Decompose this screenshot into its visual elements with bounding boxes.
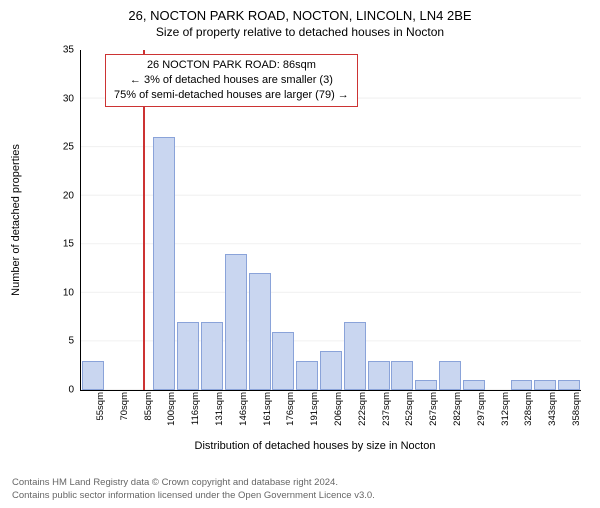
bar xyxy=(415,380,437,390)
y-tick: 35 xyxy=(50,45,74,56)
bar xyxy=(391,361,413,390)
annotation-line-3: 75% of semi-detached houses are larger (… xyxy=(114,88,349,103)
y-tick: 20 xyxy=(50,190,74,201)
bar xyxy=(463,380,485,390)
y-tick: 10 xyxy=(50,287,74,298)
x-tick: 55sqm xyxy=(95,392,106,421)
bar xyxy=(439,361,461,390)
bar xyxy=(225,254,247,390)
x-tick: 116sqm xyxy=(190,392,201,425)
x-tick: 222sqm xyxy=(357,392,368,426)
chart-title: 26, NOCTON PARK ROAD, NOCTON, LINCOLN, L… xyxy=(0,8,600,23)
bar xyxy=(82,361,104,390)
bar xyxy=(344,322,366,390)
chart-subtitle: Size of property relative to detached ho… xyxy=(0,25,600,39)
bar xyxy=(201,322,223,390)
x-tick: 358sqm xyxy=(571,392,582,426)
y-tick: 5 xyxy=(50,336,74,347)
footer-line-1: Contains HM Land Registry data © Crown c… xyxy=(12,477,375,489)
x-tick: 100sqm xyxy=(166,392,177,426)
annotation-line-1: 26 NOCTON PARK ROAD: 86sqm xyxy=(114,58,349,73)
x-tick: 70sqm xyxy=(119,392,130,421)
y-tick: 30 xyxy=(50,93,74,104)
annotation-box: 26 NOCTON PARK ROAD: 86sqm ← 3% of detac… xyxy=(105,54,358,107)
x-tick: 206sqm xyxy=(333,392,344,426)
x-tick: 282sqm xyxy=(452,392,463,426)
bar xyxy=(272,332,294,390)
chart-container: { "title": "26, NOCTON PARK ROAD, NOCTON… xyxy=(0,8,600,508)
bar xyxy=(558,380,580,390)
x-tick: 328sqm xyxy=(523,392,534,426)
footer: Contains HM Land Registry data © Crown c… xyxy=(12,477,375,502)
x-tick: 237sqm xyxy=(381,392,392,426)
x-tick: 161sqm xyxy=(262,392,273,426)
bar xyxy=(320,351,342,390)
y-tick: 25 xyxy=(50,142,74,153)
x-tick: 252sqm xyxy=(404,392,415,426)
x-tick: 131sqm xyxy=(214,392,225,426)
footer-line-2: Contains public sector information licen… xyxy=(12,490,375,502)
annotation-line-2: ← 3% of detached houses are smaller (3) xyxy=(114,73,349,88)
bar xyxy=(534,380,556,390)
bar xyxy=(249,273,271,390)
y-tick: 0 xyxy=(50,385,74,396)
x-tick: 176sqm xyxy=(285,392,296,426)
bar xyxy=(296,361,318,390)
x-tick: 297sqm xyxy=(476,392,487,426)
x-tick: 343sqm xyxy=(547,392,558,426)
y-tick: 15 xyxy=(50,239,74,250)
x-tick: 267sqm xyxy=(428,392,439,426)
x-tick: 312sqm xyxy=(500,392,511,426)
x-tick: 85sqm xyxy=(143,392,154,421)
x-tick: 146sqm xyxy=(238,392,249,426)
x-tick: 191sqm xyxy=(309,392,320,426)
bar xyxy=(368,361,390,390)
bar xyxy=(177,322,199,390)
bar xyxy=(511,380,533,390)
bar xyxy=(153,137,175,390)
x-axis-label: Distribution of detached houses by size … xyxy=(50,440,580,452)
